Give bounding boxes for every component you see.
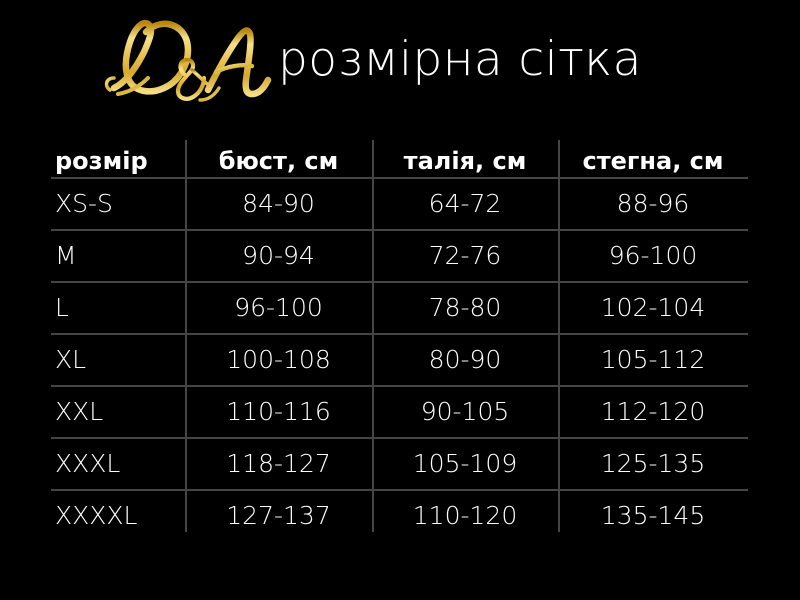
column-header-bust: бюст, см (218, 147, 339, 175)
row-divider-4 (51, 385, 748, 387)
cell-hips: 125-135 (600, 448, 706, 478)
table-row: XXXL 118-127 105-109 125-135 (51, 437, 748, 489)
table-row: L 96-100 78-80 102-104 (51, 281, 748, 333)
cell-waist: 72-76 (428, 240, 502, 270)
table-row: XXXXL 127-137 110-120 135-145 (51, 489, 748, 541)
cell-waist: 90-105 (420, 396, 510, 426)
cell-hips: 96-100 (608, 240, 698, 270)
cell-waist: 105-109 (412, 448, 518, 478)
row-divider-header (51, 177, 748, 179)
table-header-row: розмір бюст, см талія, см стегна, см (51, 140, 748, 177)
table-row: XL 100-108 80-90 105-112 (51, 333, 748, 385)
cell-waist: 80-90 (428, 344, 502, 374)
cell-bust: 118-127 (226, 448, 331, 478)
cell-size: XS-S (55, 188, 113, 218)
column-header-waist: талія, см (403, 147, 527, 175)
size-chart-table: розмір бюст, см талія, см стегна, см XS-… (51, 140, 748, 532)
table-row: XXL 110-116 90-105 112-120 (51, 385, 748, 437)
row-divider-3 (51, 333, 748, 335)
cell-waist: 110-120 (412, 500, 518, 530)
cell-size: L (55, 292, 69, 322)
cell-waist: 78-80 (428, 292, 502, 322)
cell-bust: 127-137 (226, 500, 331, 530)
brand-monogram-icon: D&A (96, 8, 281, 113)
cell-waist: 64-72 (428, 188, 502, 218)
header-band: D&A розмірна сітка (0, 0, 800, 125)
cell-size: XXL (55, 396, 104, 426)
table-row: XS-S 84-90 64-72 88-96 (51, 177, 748, 229)
row-divider-1 (51, 229, 748, 231)
cell-size: XXXL (55, 448, 121, 478)
cell-hips: 102-104 (600, 292, 706, 322)
cell-bust: 110-116 (226, 396, 331, 426)
cell-bust: 100-108 (226, 344, 331, 374)
column-divider-1 (185, 140, 187, 532)
page-title: розмірна сітка (278, 32, 642, 87)
column-divider-3 (558, 140, 560, 532)
cell-size: M (55, 240, 77, 270)
cell-bust: 84-90 (242, 188, 315, 218)
row-divider-2 (51, 281, 748, 283)
column-header-size: розмір (55, 147, 148, 175)
column-divider-2 (372, 140, 374, 532)
row-divider-5 (51, 437, 748, 439)
cell-hips: 112-120 (600, 396, 706, 426)
cell-bust: 96-100 (234, 292, 323, 322)
cell-bust: 90-94 (242, 240, 315, 270)
column-header-hips: стегна, см (582, 147, 724, 175)
cell-hips: 135-145 (600, 500, 706, 530)
cell-size: XXXXL (55, 500, 138, 530)
table-row: M 90-94 72-76 96-100 (51, 229, 748, 281)
row-divider-6 (51, 489, 748, 491)
cell-size: XL (55, 344, 87, 374)
cell-hips: 105-112 (600, 344, 706, 374)
cell-hips: 88-96 (616, 188, 690, 218)
